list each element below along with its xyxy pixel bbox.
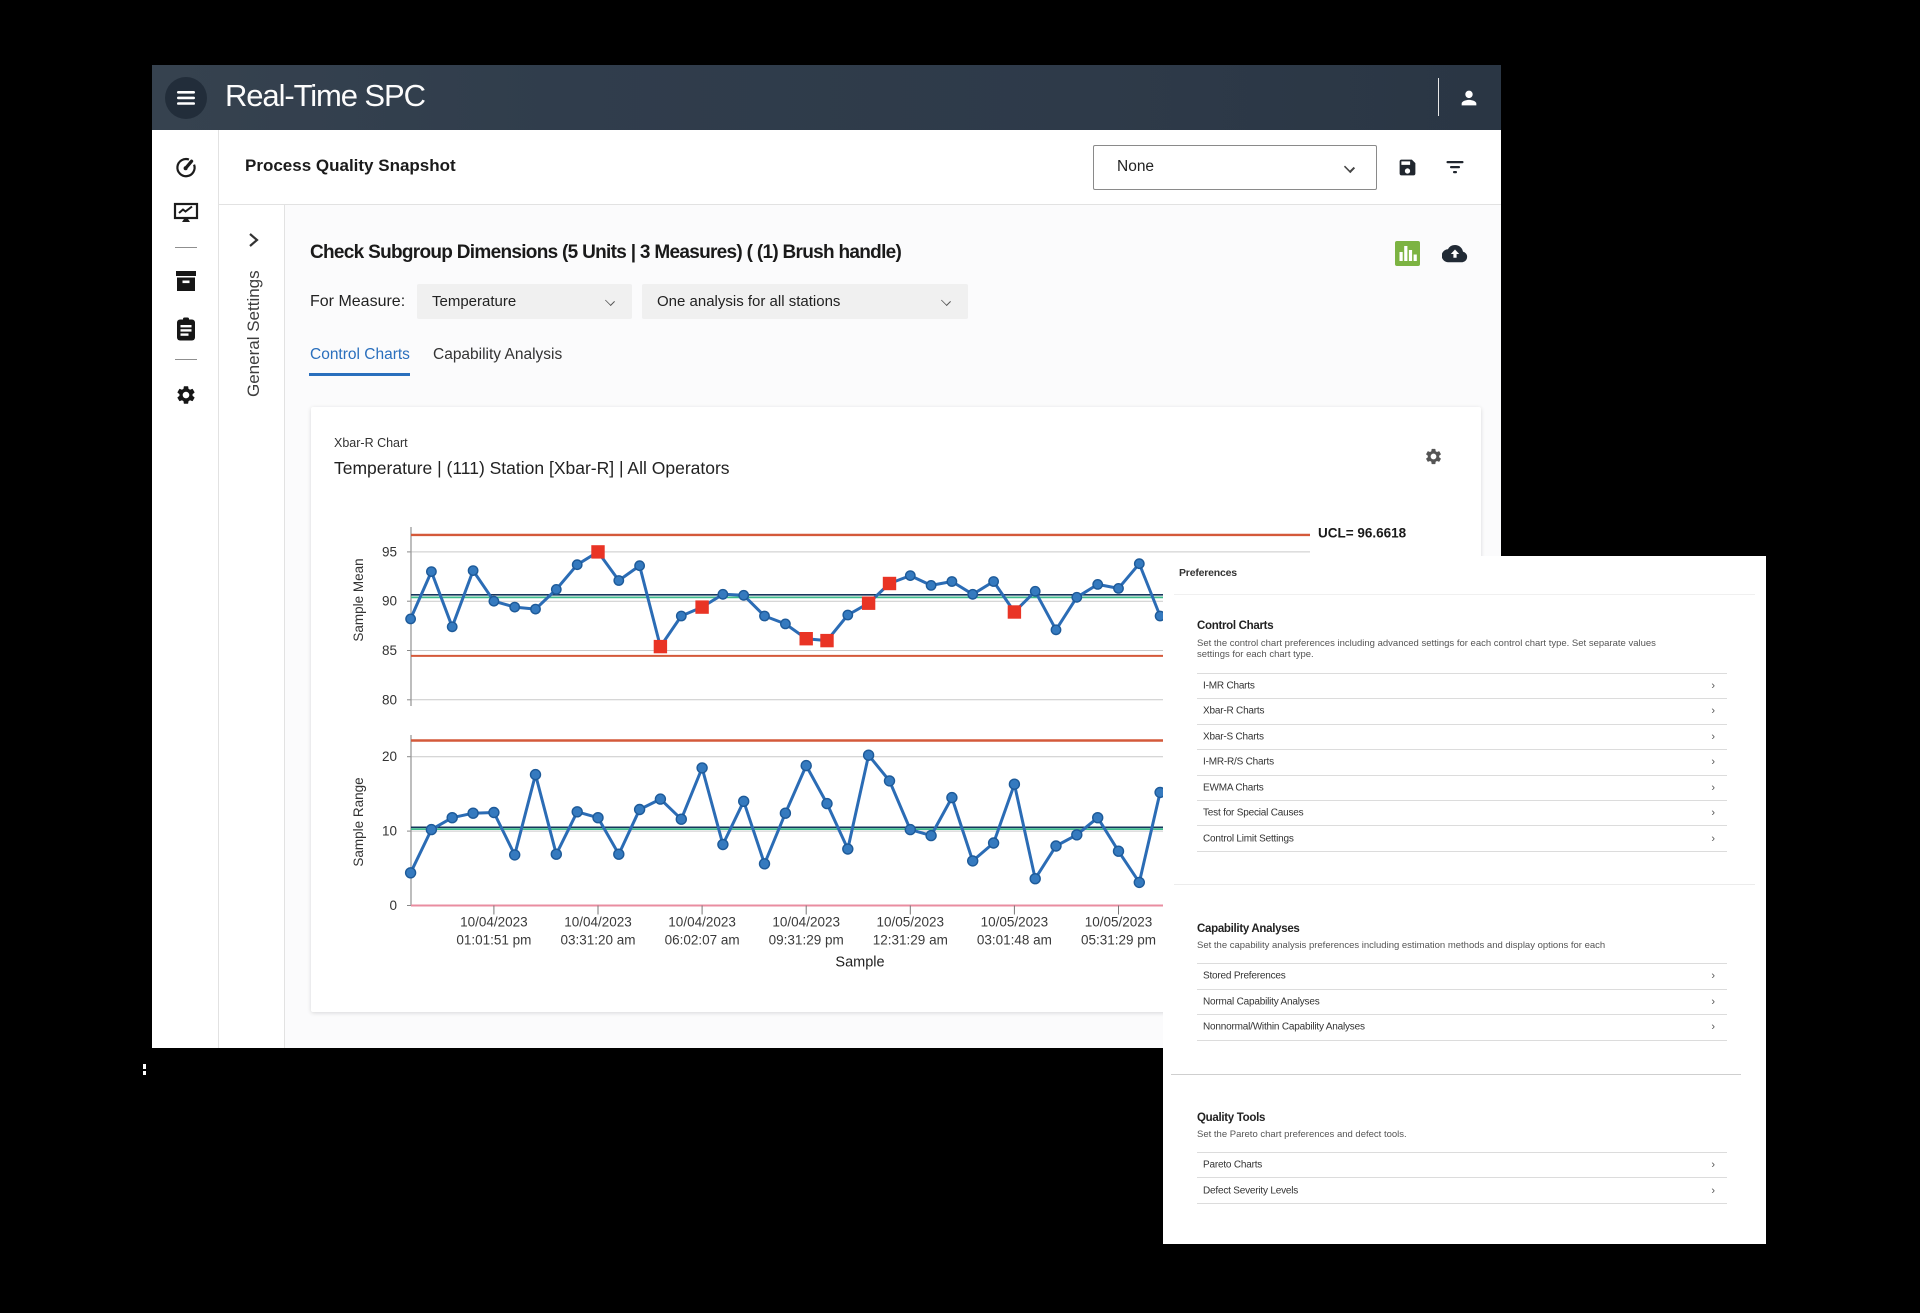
svg-text:Sample Mean: Sample Mean	[351, 558, 366, 641]
svg-text:10/04/2023: 10/04/2023	[668, 915, 736, 930]
svg-text:80: 80	[382, 692, 397, 707]
svg-text:06:02:07 am: 06:02:07 am	[665, 933, 740, 948]
svg-text:10/04/2023: 10/04/2023	[564, 915, 632, 930]
svg-text:85: 85	[382, 643, 397, 658]
svg-text:09:31:29 pm: 09:31:29 pm	[769, 933, 844, 948]
svg-text:95: 95	[382, 544, 397, 559]
svg-text:10/05/2023: 10/05/2023	[981, 915, 1049, 930]
svg-text:05:31:29 pm: 05:31:29 pm	[1081, 933, 1156, 948]
svg-text:0: 0	[389, 898, 397, 913]
svg-text:Sample: Sample	[835, 955, 884, 971]
svg-text:90: 90	[382, 594, 397, 609]
svg-text:10/04/2023: 10/04/2023	[772, 915, 840, 930]
svg-text:Sample Range: Sample Range	[351, 777, 366, 866]
svg-text:10/05/2023: 10/05/2023	[1085, 915, 1153, 930]
svg-text:03:01:48 am: 03:01:48 am	[977, 933, 1052, 948]
svg-text:10/04/2023: 10/04/2023	[460, 915, 528, 930]
svg-text:03:31:20 am: 03:31:20 am	[560, 933, 635, 948]
svg-text:UCL= 96.6618: UCL= 96.6618	[1318, 526, 1407, 541]
svg-text:10/05/2023: 10/05/2023	[877, 915, 945, 930]
svg-text:10: 10	[382, 824, 397, 839]
svg-text:12:31:29 am: 12:31:29 am	[873, 933, 948, 948]
svg-text:01:01:51 pm: 01:01:51 pm	[456, 933, 531, 948]
svg-text:20: 20	[382, 749, 397, 764]
